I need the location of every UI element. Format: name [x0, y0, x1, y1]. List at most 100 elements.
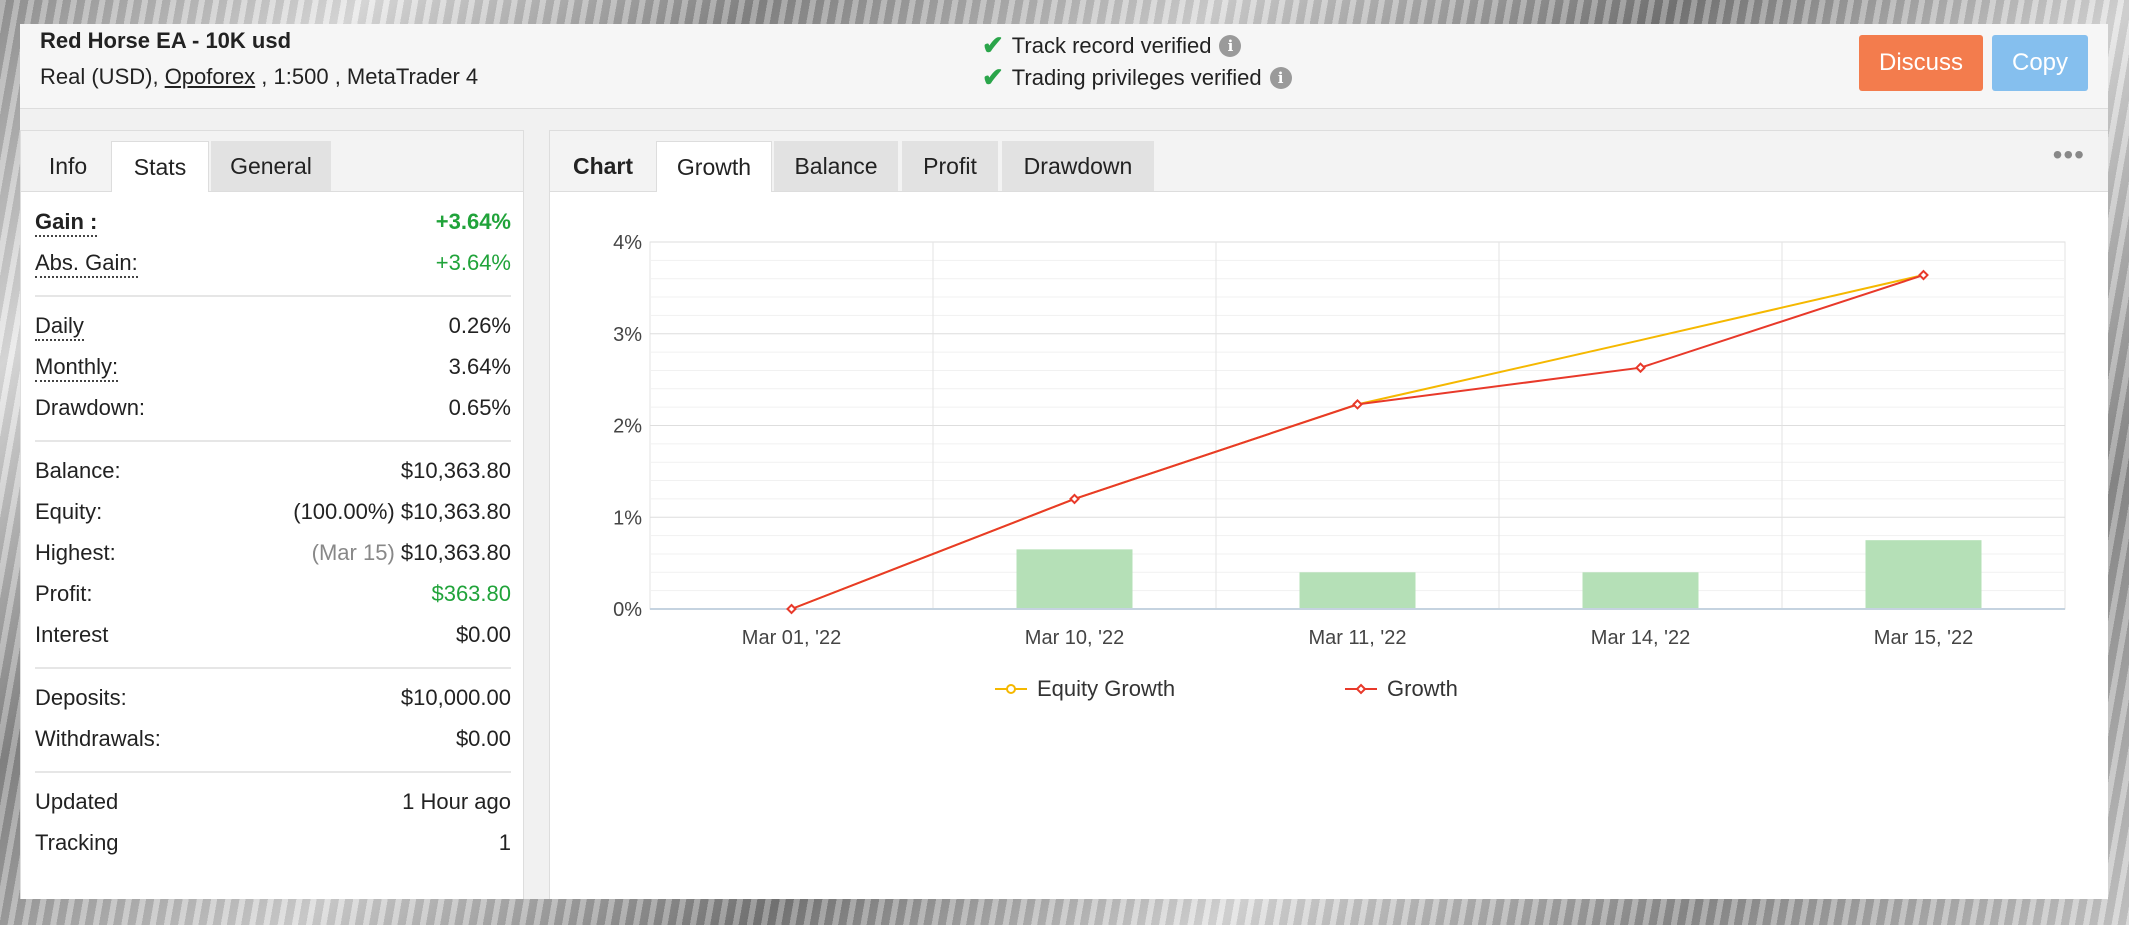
account-subtitle: Real (USD), Opoforex , 1:500 , MetaTrade… [40, 64, 478, 90]
stat-equity: Equity: (100.00%) $10,363.80 [35, 491, 511, 532]
chart-panel: Chart Growth Balance Profit Drawdown •••… [549, 130, 2108, 899]
bar [1299, 572, 1416, 609]
bar [1016, 549, 1133, 609]
stat-value: +3.64% [435, 250, 511, 275]
broker-link[interactable]: Opoforex [164, 64, 256, 89]
stat-label: Equity: [35, 499, 103, 524]
stat-label: Updated [35, 789, 119, 814]
data-point [786, 603, 797, 615]
discuss-button[interactable]: Discuss [1859, 35, 1983, 91]
copy-button[interactable]: Copy [1992, 35, 2088, 91]
stat-updated: Updated 1 Hour ago [35, 781, 511, 822]
tab-stats[interactable]: Stats [111, 141, 209, 192]
stats-panel: Info Stats General Gain : +3.64% Abs. Ga… [20, 130, 524, 899]
tab-profit[interactable]: Profit [902, 141, 998, 191]
left-tab-bar: Info Stats General [21, 131, 523, 192]
stat-value: 0.26% [448, 313, 511, 338]
data-point [1918, 269, 1929, 281]
x-tick-label: Mar 15, '22 [1874, 627, 1973, 649]
stat-balance: Balance: $10,363.80 [35, 450, 511, 491]
x-tick-label: Mar 10, '22 [1025, 627, 1124, 649]
stat-interest: Interest $0.00 [35, 614, 511, 655]
stat-value: $10,363.80 [400, 499, 511, 524]
stat-note: (100.00%) [293, 499, 395, 524]
stat-value: $0.00 [455, 726, 511, 751]
stat-highest: Highest: (Mar 15) $10,363.80 [35, 532, 511, 573]
x-tick-label: Mar 14, '22 [1591, 627, 1690, 649]
stat-abs-gain: Abs. Gain: +3.64% [35, 242, 511, 283]
x-tick-label: Mar 01, '22 [742, 627, 841, 649]
divider [35, 428, 511, 442]
legend-marker [1006, 684, 1016, 694]
stat-tracking: Tracking 1 [35, 822, 511, 863]
stat-label: Highest: [35, 540, 116, 565]
stat-label: Interest [35, 622, 109, 647]
stat-value: 3.64% [448, 354, 511, 379]
legend-label[interactable]: Growth [1387, 676, 1458, 701]
stat-label[interactable]: Daily [35, 313, 84, 341]
stat-label: Balance: [35, 458, 121, 483]
info-icon[interactable]: i [1269, 66, 1292, 89]
tab-drawdown[interactable]: Drawdown [1002, 141, 1154, 191]
stat-label[interactable]: Abs. Gain: [35, 250, 138, 278]
stat-drawdown: Drawdown: 0.65% [35, 387, 511, 428]
y-tick-label: 1% [613, 507, 642, 529]
stat-daily: Daily 0.26% [35, 305, 511, 346]
tab-info[interactable]: Info [48, 152, 88, 179]
account-type: Real (USD), [40, 64, 165, 89]
page: Red Horse EA - 10K usd Real (USD), Opofo… [20, 24, 2108, 899]
account-leverage-platform: , 1:500 , MetaTrader 4 [255, 64, 479, 89]
check-icon: ✔ [982, 62, 1004, 92]
check-icon: ✔ [982, 30, 1004, 60]
stat-label: Deposits: [35, 685, 127, 710]
account-title: Red Horse EA - 10K usd [40, 28, 292, 53]
divider [35, 759, 511, 773]
stat-note: (Mar 15) [311, 540, 395, 565]
data-point [1635, 362, 1646, 374]
bar [1865, 540, 1982, 609]
account-header: Red Horse EA - 10K usd Real (USD), Opofo… [20, 24, 2108, 109]
stats-list: Gain : +3.64% Abs. Gain: +3.64% Daily 0.… [35, 201, 511, 863]
stat-value: $10,000.00 [400, 685, 511, 710]
stat-label[interactable]: Monthly: [35, 354, 119, 382]
y-tick-label: 4% [613, 232, 642, 254]
x-tick-label: Mar 11, '22 [1309, 627, 1407, 649]
legend-marker [1355, 683, 1367, 695]
divider [35, 655, 511, 669]
stat-value: 1 Hour ago [402, 789, 511, 814]
stat-value: $10,363.80 [400, 540, 511, 565]
stat-label: Profit: [35, 581, 93, 606]
y-tick-label: 0% [613, 599, 642, 621]
track-record-status: ✔ Track record verified i [982, 30, 1242, 61]
stat-value: 0.65% [448, 395, 511, 420]
stat-value: $0.00 [455, 622, 511, 647]
stat-monthly: Monthly: 3.64% [35, 346, 511, 387]
bar [1582, 572, 1699, 609]
stat-value-group: (Mar 15) $10,363.80 [312, 540, 511, 566]
more-options-icon[interactable]: ••• [2052, 139, 2085, 170]
track-record-label: Track record verified [1011, 32, 1212, 58]
tab-growth[interactable]: Growth [656, 141, 772, 192]
stat-value: +3.64% [435, 209, 511, 234]
growth-chart: 0% 1% 2% 3% 4% Mar 01, '22 Mar 10, '22 Mar 11, … [613, 232, 2066, 701]
stat-withdrawals: Withdrawals: $0.00 [35, 718, 511, 759]
divider [35, 283, 511, 297]
stat-value-group: (100.00%) $10,363.80 [293, 499, 511, 525]
trading-privileges-status: ✔ Trading privileges verified i [982, 62, 1292, 93]
stat-value: $363.80 [431, 581, 511, 606]
trading-privileges-label: Trading privileges verified [1011, 64, 1262, 90]
stat-profit: Profit: $363.80 [35, 573, 511, 614]
stat-label: Tracking [35, 830, 119, 855]
y-tick-label: 2% [613, 416, 642, 438]
info-icon[interactable]: i [1219, 34, 1242, 57]
tab-balance[interactable]: Balance [774, 141, 898, 191]
stat-label: Withdrawals: [35, 726, 161, 751]
stat-deposits: Deposits: $10,000.00 [35, 677, 511, 718]
stat-label: Drawdown: [35, 395, 146, 420]
stat-label[interactable]: Gain : [35, 209, 98, 237]
y-tick-label: 3% [613, 324, 642, 346]
legend-label[interactable]: Equity Growth [1037, 676, 1175, 701]
stat-gain: Gain : +3.64% [35, 201, 511, 242]
tab-general[interactable]: General [211, 141, 331, 191]
data-point [1069, 493, 1080, 505]
